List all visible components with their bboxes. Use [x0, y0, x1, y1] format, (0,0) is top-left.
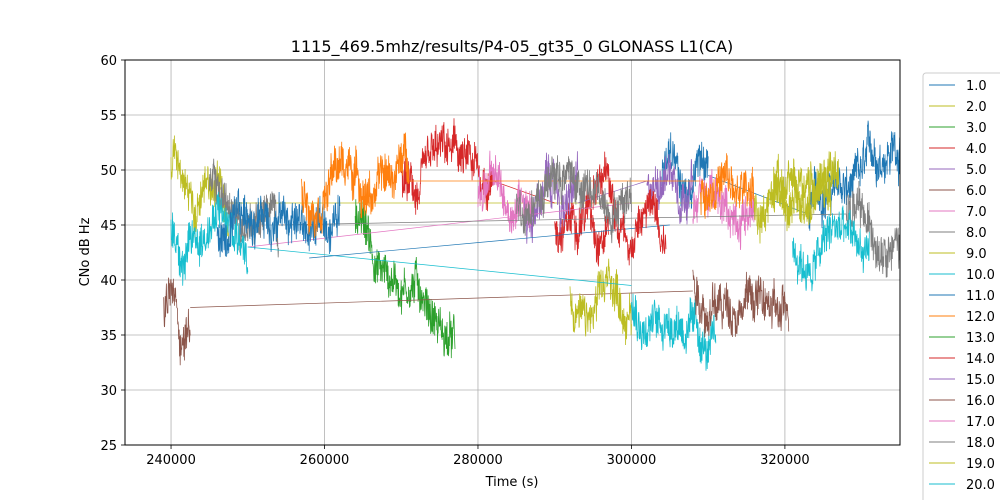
legend-entry-label: 3.0 [966, 121, 987, 136]
x-tick-label: 320000 [760, 453, 810, 468]
legend-entry-label: 15.0 [966, 373, 995, 388]
series-trace [646, 153, 694, 225]
legend-entry-label: 16.0 [966, 394, 995, 409]
y-tick-label: 60 [100, 54, 117, 69]
series-trace [569, 258, 632, 346]
x-tick-label: 300000 [607, 453, 657, 468]
y-tick-label: 55 [100, 109, 117, 124]
legend: 1.0 2.0 3.0 4.0 5.0 6.0 7.0 8.0 9.0 10.0 11.0 12.0 1… [922, 72, 1000, 500]
legend-entry-label: 10.0 [966, 268, 995, 283]
legend-entry-label: 11.0 [966, 289, 995, 304]
legend-entry-label: 8.0 [966, 226, 987, 241]
series-trace [477, 150, 533, 234]
series-trace [792, 205, 870, 292]
series-18.0 [515, 155, 632, 244]
series-trace [400, 118, 494, 215]
legend-entry-label: 1.0 [966, 79, 987, 94]
y-axis-label: CNo dB Hz [78, 217, 93, 286]
series-trace [631, 293, 717, 371]
series-14.0 [592, 151, 667, 266]
series-trace [807, 120, 901, 231]
series-trace [301, 132, 410, 238]
legend-entry-label: 19.0 [966, 457, 995, 472]
legend-entry-label: 4.0 [966, 142, 987, 157]
legend-entry-label: 6.0 [966, 184, 987, 199]
series-19.0 [753, 151, 839, 244]
x-axis-label: Time (s) [485, 475, 539, 490]
legend-entry-label: 17.0 [966, 415, 995, 430]
series-trace [692, 269, 790, 338]
series-10.0 [170, 191, 870, 371]
legend-entry-label: 5.0 [966, 163, 987, 178]
grid-lines [125, 59, 900, 446]
series-3.0 [354, 199, 456, 359]
series-6.0 [163, 277, 693, 366]
legend-entry-label: 12.0 [966, 310, 995, 325]
series-9.0 [569, 258, 632, 346]
series-trace [515, 155, 632, 244]
legend-entry-label: 9.0 [966, 247, 987, 262]
chart-title: 1115_469.5mhz/results/P4-05_gt35_0 GLONA… [291, 37, 733, 57]
series-trace [163, 277, 191, 366]
series-trace [845, 180, 901, 278]
y-tick-label: 50 [100, 164, 117, 179]
legend-entry-label: 2.0 [966, 100, 987, 115]
y-tick-label: 45 [100, 219, 117, 234]
legend-entry-label: 14.0 [966, 352, 995, 367]
x-tick-label: 240000 [146, 453, 196, 468]
y-tick-label: 35 [100, 329, 117, 344]
series-trace [170, 191, 249, 286]
plot-frame [124, 59, 901, 446]
series-connector [309, 224, 670, 259]
legend-entry-label: 13.0 [966, 331, 995, 346]
series-16.0 [692, 269, 790, 338]
series-connector [247, 246, 632, 286]
series-trace [354, 199, 456, 359]
series-connector [190, 290, 693, 308]
axis-ticks: 240000 260000 280000 300000 320000 25 30 35 40 45… [100, 54, 809, 468]
y-tick-label: 30 [100, 384, 117, 399]
legend-entry-label: 7.0 [966, 205, 987, 220]
legend-entry-label: 18.0 [966, 436, 995, 451]
x-tick-label: 260000 [300, 453, 350, 468]
plot-series [163, 118, 901, 371]
y-tick-label: 25 [100, 439, 117, 454]
series-connector [278, 213, 847, 226]
series-connector [247, 202, 632, 248]
series-trace [700, 153, 755, 219]
legend-box [922, 72, 1000, 500]
y-tick-label: 40 [100, 274, 117, 289]
series-trace [753, 151, 839, 244]
x-tick-label: 280000 [453, 453, 503, 468]
series-trace [592, 151, 667, 266]
legend-entry-label: 20.0 [966, 478, 995, 493]
